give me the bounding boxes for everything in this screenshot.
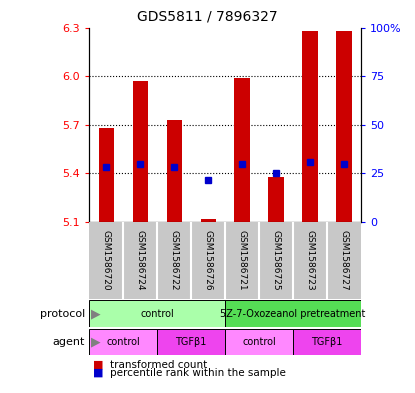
Text: 5Z-7-Oxozeanol pretreatment: 5Z-7-Oxozeanol pretreatment xyxy=(220,309,366,319)
Bar xyxy=(225,329,293,355)
Text: ▶: ▶ xyxy=(91,335,101,349)
Text: GSM1586722: GSM1586722 xyxy=(170,230,179,290)
Text: GSM1586723: GSM1586723 xyxy=(305,230,315,291)
Text: GSM1586725: GSM1586725 xyxy=(271,230,281,291)
Text: ▶: ▶ xyxy=(91,307,101,320)
Bar xyxy=(166,120,182,222)
Text: GSM1586721: GSM1586721 xyxy=(238,230,247,291)
Text: GSM1586727: GSM1586727 xyxy=(339,230,349,291)
Bar xyxy=(337,31,352,222)
Text: agent: agent xyxy=(53,337,85,347)
Bar xyxy=(303,31,318,222)
Bar xyxy=(89,329,157,355)
Bar xyxy=(89,300,225,327)
Text: ■: ■ xyxy=(93,360,104,370)
Bar xyxy=(269,176,284,222)
Text: GSM1586726: GSM1586726 xyxy=(204,230,212,291)
Text: TGFβ1: TGFβ1 xyxy=(311,337,343,347)
Bar xyxy=(157,329,225,355)
Text: ■: ■ xyxy=(93,368,104,378)
Bar xyxy=(200,219,216,222)
Text: transformed count: transformed count xyxy=(110,360,207,370)
Text: GSM1586720: GSM1586720 xyxy=(102,230,111,291)
Text: GSM1586724: GSM1586724 xyxy=(136,230,145,290)
Text: protocol: protocol xyxy=(40,309,85,319)
Text: control: control xyxy=(140,309,174,319)
Text: TGFβ1: TGFβ1 xyxy=(176,337,207,347)
Bar xyxy=(225,300,361,327)
Bar xyxy=(99,128,114,222)
Bar xyxy=(293,329,361,355)
Text: control: control xyxy=(106,337,140,347)
Text: percentile rank within the sample: percentile rank within the sample xyxy=(110,368,286,378)
Bar xyxy=(234,78,250,222)
Text: GDS5811 / 7896327: GDS5811 / 7896327 xyxy=(137,10,278,24)
Text: control: control xyxy=(242,337,276,347)
Bar xyxy=(132,81,148,222)
